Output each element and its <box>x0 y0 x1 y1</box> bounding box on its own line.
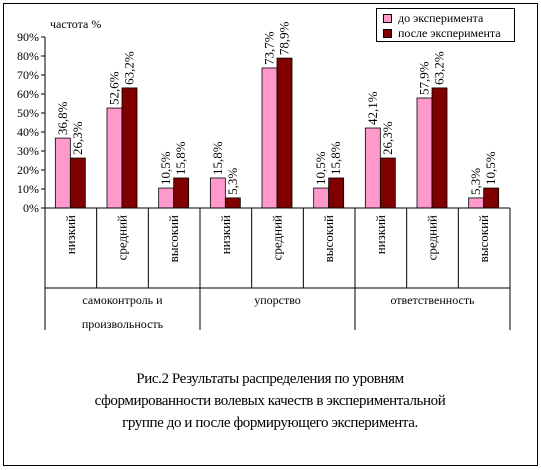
data-label: 78,9% <box>277 21 292 55</box>
data-label: 36,8% <box>55 101 70 135</box>
category-label: низкий <box>63 215 78 254</box>
y-tick-label: 80% <box>17 49 39 63</box>
caption-line-3: группе до и после формирующего экспериме… <box>122 415 418 431</box>
bar-after <box>121 87 138 209</box>
data-label: 26,3% <box>380 121 395 155</box>
bar-after <box>379 157 396 209</box>
category-label: высокий <box>166 215 181 262</box>
legend-item-before: до эксперимента <box>383 11 483 25</box>
category-label: низкий <box>218 215 233 254</box>
bar-before <box>158 187 175 209</box>
data-label: 5,3% <box>468 168 483 195</box>
legend-swatch-before <box>383 13 392 23</box>
group-label: самоконтроль и <box>82 293 163 307</box>
legend-label-after: после эксперимента <box>398 25 501 40</box>
data-label: 10,5% <box>313 151 328 185</box>
category-label: высокий <box>476 215 491 262</box>
bar-after <box>483 187 500 209</box>
legend-label-before: до эксперимента <box>398 10 484 25</box>
data-label: 15,8% <box>173 141 188 175</box>
bar-after <box>224 197 241 209</box>
bar-after <box>69 157 86 209</box>
data-label: 52,6% <box>107 71 122 105</box>
y-tick-label: 30% <box>17 144 39 158</box>
figure-caption: Рис.2 Результаты распределения по уровня… <box>30 368 510 434</box>
data-label: 15,8% <box>210 141 225 175</box>
bar-before <box>468 197 485 209</box>
data-label: 10,5% <box>158 151 173 185</box>
group-label: ответственность <box>390 293 475 307</box>
bar-after <box>173 177 190 209</box>
category-label: средний <box>425 215 440 260</box>
y-tick-label: 50% <box>17 106 39 120</box>
y-tick-label: 90% <box>17 30 39 44</box>
data-label: 10,5% <box>483 151 498 185</box>
caption-line-2: сформированности волевых качеств в экспе… <box>94 393 446 409</box>
group-label: упорство <box>254 293 301 307</box>
category-label: низкий <box>373 215 388 254</box>
data-label: 15,8% <box>328 141 343 175</box>
y-tick-label: 40% <box>17 125 39 139</box>
group-label: произвольность <box>82 317 164 331</box>
bar-after <box>276 57 293 209</box>
legend-item-after: после эксперимента <box>383 26 501 40</box>
bar-before <box>416 97 433 209</box>
y-tick-label: 70% <box>17 68 39 82</box>
bar-before <box>54 137 71 209</box>
data-label: 57,9% <box>417 61 432 95</box>
y-tick-label: 20% <box>17 163 39 177</box>
data-label: 5,3% <box>225 168 240 195</box>
legend-swatch-after <box>383 28 392 38</box>
category-label: средний <box>270 215 285 260</box>
data-label: 63,2% <box>122 51 137 85</box>
bar-before <box>364 127 381 209</box>
data-label: 63,2% <box>432 51 447 85</box>
bar-after <box>328 177 345 209</box>
legend: до эксперимента после эксперимента <box>376 8 515 42</box>
y-tick-label: 10% <box>17 182 39 196</box>
caption-line-1: Рис.2 Результаты распределения по уровня… <box>136 371 404 387</box>
bar-before <box>261 67 278 209</box>
y-tick-label: 0% <box>23 201 39 215</box>
y-tick-label: 60% <box>17 87 39 101</box>
bar-before <box>313 187 330 209</box>
bar-before <box>209 177 226 209</box>
category-label: средний <box>115 215 130 260</box>
y-axis-label: частота % <box>50 17 101 31</box>
data-label: 26,3% <box>70 121 85 155</box>
data-label: 73,7% <box>262 31 277 65</box>
bar-before <box>106 107 123 209</box>
bar-after <box>431 87 448 209</box>
category-label: высокий <box>321 215 336 262</box>
data-label: 42,1% <box>365 91 380 125</box>
